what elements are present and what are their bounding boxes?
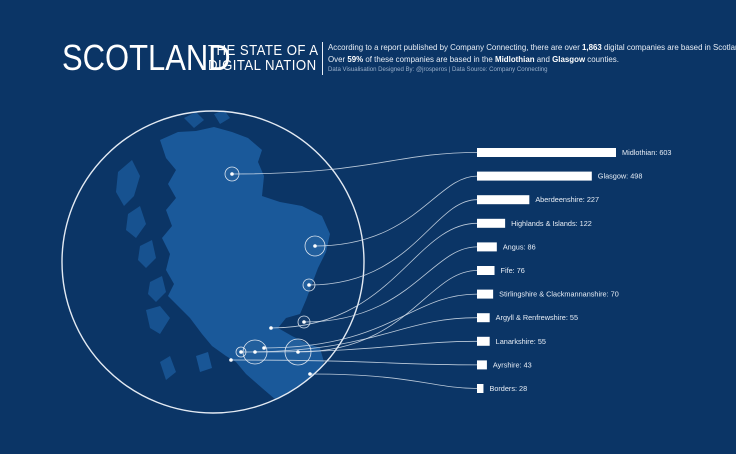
region-dot-0 — [230, 172, 234, 176]
title-sub: THE STATE OF A DIGITAL NATION — [208, 43, 319, 73]
region-dot-4 — [302, 320, 306, 324]
bar-label-2: Aberdeenshire: 227 — [535, 195, 599, 204]
desc-text: of these companies are based in the — [363, 53, 496, 64]
desc-highlight: Midlothian — [495, 53, 535, 64]
map-mainland — [160, 127, 330, 402]
connector-3 — [270, 222, 478, 329]
bar-label-4: Angus: 86 — [503, 242, 536, 251]
bar-label-1: Glasgow: 498 — [598, 172, 643, 181]
bar-10 — [477, 384, 484, 393]
desc-text: Over — [328, 53, 348, 64]
bar-label-0: Midlothian: 603 — [622, 148, 672, 157]
bar-9 — [477, 360, 487, 370]
region-dot-5 — [296, 350, 300, 354]
desc-highlight: 1,863 — [582, 42, 602, 52]
desc-text: digital companies are based in Scotland. — [601, 42, 736, 52]
connector-5 — [297, 270, 478, 353]
bar-0 — [477, 148, 616, 157]
bar-4 — [477, 242, 497, 252]
map-circle — [61, 110, 365, 414]
bar-3 — [477, 218, 506, 228]
scotland-map — [116, 111, 330, 402]
region-markers — [224, 166, 326, 376]
region-dot-9 — [229, 358, 233, 362]
region-dot-3 — [269, 326, 273, 330]
region-dot-8 — [253, 350, 257, 354]
desc-highlight: 59% — [347, 53, 364, 64]
bar-2 — [477, 195, 530, 205]
title-sub-line1: THE STATE OF A — [208, 42, 319, 59]
desc-text: and — [534, 53, 553, 64]
bar-label-10: Borders: 28 — [489, 384, 527, 393]
region-dot-6 — [262, 346, 266, 350]
bar-label-7: Argyll & Renfrewshire: 55 — [496, 313, 578, 322]
connector-1 — [314, 175, 478, 247]
bar-label-6: Stirlingshire & Clackmannanshire: 70 — [499, 290, 619, 299]
map-islands-west — [116, 160, 176, 380]
description-line-2: Over 59% of these companies are based in… — [328, 54, 696, 66]
connector-lines — [230, 152, 478, 389]
bar-label-3: Highlands & Islands: 122 — [511, 219, 592, 228]
bar-label-5: Fife: 76 — [501, 266, 525, 275]
bar-7 — [477, 313, 490, 323]
desc-highlight: Glasgow — [552, 53, 586, 64]
desc-text: counties. — [585, 53, 619, 64]
connector-0 — [231, 152, 478, 175]
connector-2 — [308, 199, 478, 286]
bar-labels: Midlothian: 603 Glasgow: 498 Aberdeenshire… — [489, 148, 671, 393]
map-islands-north — [184, 111, 230, 128]
bar-6 — [477, 289, 494, 299]
title-sub-line2: DIGITAL NATION — [208, 57, 317, 74]
connector-7 — [240, 317, 478, 353]
region-dot-7 — [239, 350, 243, 354]
bar-label-9: Ayrshire: 43 — [493, 360, 532, 369]
credit-line: Data Visualisation Designed By: @jrosper… — [328, 66, 548, 73]
bar-label-8: Lanarkshire: 55 — [496, 337, 546, 346]
header: SCOTLAND THE STATE OF A DIGITAL NATION A… — [62, 37, 736, 80]
connector-9 — [230, 359, 478, 366]
region-dot-10 — [308, 372, 312, 376]
bar-8 — [477, 336, 490, 346]
title-main: SCOTLAND — [62, 37, 231, 78]
bar-series — [477, 148, 616, 393]
connector-10 — [309, 373, 478, 389]
description-line-1: According to a report published by Compa… — [328, 42, 736, 54]
connector-6 — [263, 293, 478, 349]
title-divider — [322, 42, 323, 75]
description: According to a report published by Compa… — [328, 42, 736, 74]
desc-text: According to a report published by Compa… — [328, 42, 583, 52]
bar-1 — [477, 171, 592, 181]
region-dot-1 — [313, 244, 317, 248]
bar-5 — [477, 266, 495, 275]
map-arran — [196, 352, 212, 372]
region-dot-2 — [307, 283, 311, 287]
connector-4 — [303, 246, 478, 323]
